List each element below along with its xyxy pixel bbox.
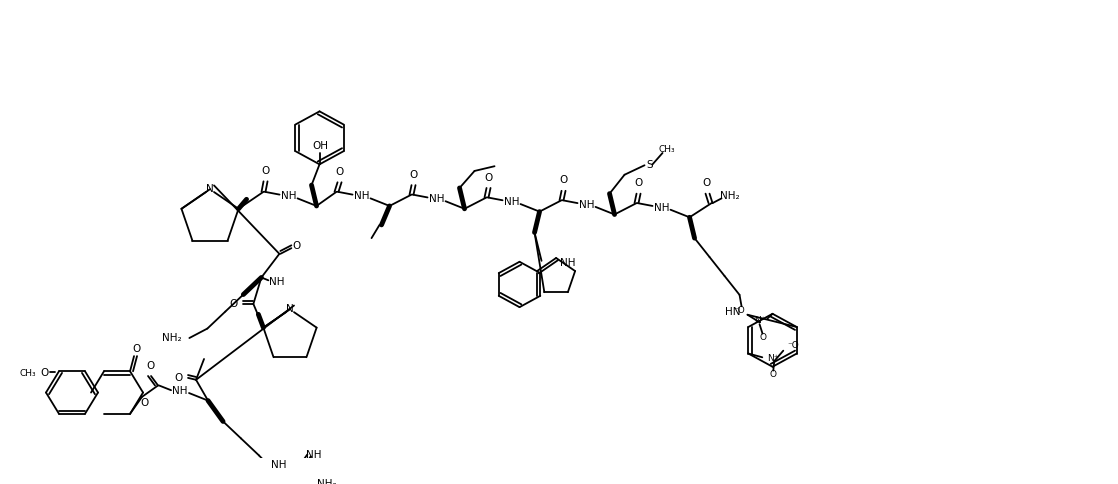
Text: NH: NH xyxy=(429,195,444,204)
Text: O: O xyxy=(702,178,711,188)
Text: N⁺: N⁺ xyxy=(768,354,779,363)
Text: NH: NH xyxy=(353,192,369,201)
Text: CH₃: CH₃ xyxy=(659,145,675,154)
Text: NH₂: NH₂ xyxy=(720,191,739,200)
Text: NH: NH xyxy=(654,203,670,213)
Text: N: N xyxy=(206,184,214,194)
Text: O: O xyxy=(335,167,343,177)
Text: NH: NH xyxy=(268,277,284,287)
Text: NH: NH xyxy=(560,257,576,268)
Text: NH: NH xyxy=(281,192,296,201)
Text: N: N xyxy=(286,304,294,314)
Text: ⁻O: ⁻O xyxy=(787,341,799,350)
Text: O: O xyxy=(559,175,568,185)
Text: O: O xyxy=(262,166,269,176)
Text: N⁺: N⁺ xyxy=(754,316,766,325)
Text: HN: HN xyxy=(724,307,740,317)
Text: NH: NH xyxy=(272,460,287,470)
Text: O: O xyxy=(409,170,418,180)
Text: O: O xyxy=(141,398,149,408)
Text: OH: OH xyxy=(313,141,329,151)
Text: NH₂: NH₂ xyxy=(162,333,181,343)
Text: O: O xyxy=(132,345,140,354)
Text: NH: NH xyxy=(306,451,322,460)
Text: O: O xyxy=(759,333,766,342)
Text: NH: NH xyxy=(579,200,595,210)
Text: O: O xyxy=(41,368,49,378)
Text: NH: NH xyxy=(172,386,188,396)
Text: NH₂: NH₂ xyxy=(318,479,337,484)
Text: NH: NH xyxy=(504,197,519,207)
Text: O: O xyxy=(634,178,643,188)
Text: O: O xyxy=(292,241,301,251)
Text: CH₃: CH₃ xyxy=(20,369,36,378)
Text: O: O xyxy=(174,373,182,383)
Text: O: O xyxy=(770,370,777,379)
Text: O: O xyxy=(229,299,237,309)
Text: O: O xyxy=(484,173,493,182)
Text: O: O xyxy=(146,361,154,371)
Text: ⁻O: ⁻O xyxy=(733,306,746,316)
Text: S: S xyxy=(646,160,653,170)
